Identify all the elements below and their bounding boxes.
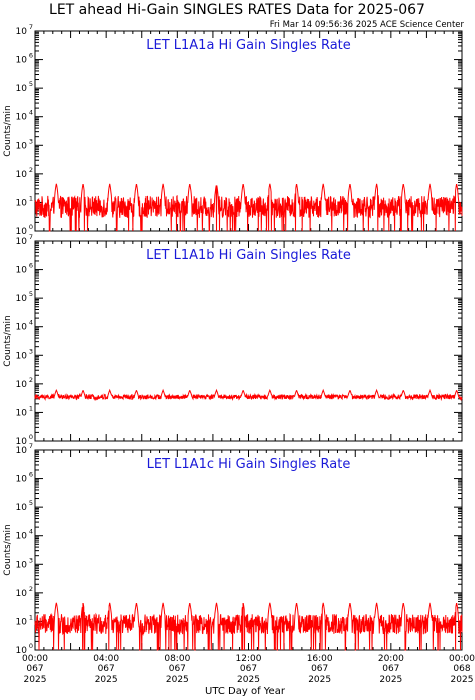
- y-tick-label: 10: [16, 560, 28, 570]
- y-tick-label: 10: [16, 503, 28, 513]
- y-tick-exponent: 5: [29, 499, 33, 507]
- y-axis-label: Counts/min: [3, 315, 13, 366]
- y-tick-exponent: 6: [29, 52, 33, 60]
- series-line: [34, 602, 463, 651]
- y-tick-exponent: 2: [29, 376, 33, 384]
- y-tick-exponent: 6: [29, 262, 33, 270]
- y-tick-exponent: 3: [29, 347, 33, 355]
- y-tick-exponent: 2: [29, 166, 33, 174]
- x-tick-label-day: 067: [382, 664, 399, 674]
- y-tick-exponent: 2: [29, 585, 33, 593]
- x-tick-label-year: 2025: [166, 675, 189, 685]
- y-axis-label: Counts/min: [3, 524, 13, 575]
- x-tick-label-day: 067: [311, 664, 328, 674]
- y-tick-exponent: 7: [29, 442, 33, 450]
- series-line: [34, 388, 463, 402]
- x-tick-label-time: 00:00: [449, 654, 475, 664]
- y-tick-label: 10: [16, 113, 28, 123]
- y-tick-exponent: 1: [29, 404, 33, 412]
- y-tick-label: 10: [16, 84, 28, 94]
- panel-1: LET L1A1a Hi Gain Singles Rate Counts/min…: [3, 23, 463, 237]
- y-axis-label: Counts/min: [3, 105, 13, 156]
- y-tick-label: 10: [16, 170, 28, 180]
- y-tick-exponent: 4: [29, 319, 33, 327]
- y-tick-exponent: 3: [29, 137, 33, 145]
- panel-2: LET L1A1b Hi Gain Singles Rate Counts/min…: [3, 233, 463, 447]
- panels: LET L1A1a Hi Gain Singles Rate Counts/min…: [3, 23, 475, 685]
- x-tick-label-year: 2025: [379, 675, 402, 685]
- y-tick-exponent: 0: [29, 642, 33, 650]
- y-tick-label: 10: [16, 266, 28, 276]
- x-tick-label-day: 067: [26, 664, 43, 674]
- y-tick-exponent: 7: [29, 23, 33, 31]
- plot-frame: [34, 240, 463, 442]
- x-axis-label: UTC Day of Year: [205, 686, 286, 697]
- y-tick-exponent: 7: [29, 233, 33, 241]
- x-tick-label-time: 00:00: [22, 654, 48, 664]
- y-tick-label: 10: [16, 141, 28, 151]
- y-tick-label: 10: [16, 437, 28, 447]
- y-tick-label: 10: [16, 589, 28, 599]
- page-title: LET ahead Hi-Gain SINGLES RATES Data for…: [49, 2, 425, 18]
- y-tick-label: 10: [16, 227, 28, 237]
- y-tick-exponent: 5: [29, 80, 33, 88]
- y-tick-label: 10: [16, 617, 28, 627]
- x-tick-label-year: 2025: [451, 675, 474, 685]
- y-tick-label: 10: [16, 408, 28, 418]
- y-tick-exponent: 0: [29, 223, 33, 231]
- panel-3: LET L1A1c Hi Gain Singles Rate Counts/min…: [3, 442, 463, 656]
- y-tick-label: 10: [16, 351, 28, 361]
- y-tick-label: 10: [16, 27, 28, 37]
- y-tick-label: 10: [16, 237, 28, 247]
- y-tick-exponent: 3: [29, 556, 33, 564]
- y-tick-label: 10: [16, 380, 28, 390]
- x-tick-label-time: 20:00: [378, 654, 404, 664]
- y-tick-label: 10: [16, 646, 28, 656]
- panel-title: LET L1A1c Hi Gain Singles Rate: [147, 457, 351, 472]
- x-tick-label-year: 2025: [24, 675, 47, 685]
- y-tick-label: 10: [16, 294, 28, 304]
- y-tick-exponent: 5: [29, 290, 33, 298]
- y-tick-label: 10: [16, 532, 28, 542]
- y-tick-exponent: 6: [29, 471, 33, 479]
- y-tick-label: 10: [16, 56, 28, 66]
- y-tick-label: 10: [16, 198, 28, 208]
- y-tick-exponent: 1: [29, 194, 33, 202]
- series-line: [34, 183, 463, 232]
- x-tick-label-time: 12:00: [236, 654, 262, 664]
- x-tick-label-year: 2025: [95, 675, 118, 685]
- y-tick-exponent: 0: [29, 433, 33, 441]
- x-tick-label-year: 2025: [237, 675, 260, 685]
- x-tick-label-year: 2025: [308, 675, 331, 685]
- y-tick-exponent: 4: [29, 109, 33, 117]
- x-tick-label-day: 068: [453, 664, 470, 674]
- y-tick-label: 10: [16, 475, 28, 485]
- panel-title: LET L1A1b Hi Gain Singles Rate: [146, 248, 351, 263]
- y-tick-exponent: 1: [29, 613, 33, 621]
- y-tick-label: 10: [16, 446, 28, 456]
- y-tick-label: 10: [16, 323, 28, 333]
- x-tick-label-day: 067: [98, 664, 115, 674]
- x-tick-label-time: 04:00: [93, 654, 119, 664]
- x-tick-label-day: 067: [240, 664, 257, 674]
- y-tick-exponent: 4: [29, 528, 33, 536]
- x-tick-label-time: 16:00: [307, 654, 333, 664]
- timestamp: Fri Mar 14 09:56:36 2025 ACE Science Cen…: [270, 20, 465, 30]
- panel-title: LET L1A1a Hi Gain Singles Rate: [146, 38, 351, 53]
- x-tick-label-time: 08:00: [164, 654, 190, 664]
- x-tick-label-day: 067: [169, 664, 186, 674]
